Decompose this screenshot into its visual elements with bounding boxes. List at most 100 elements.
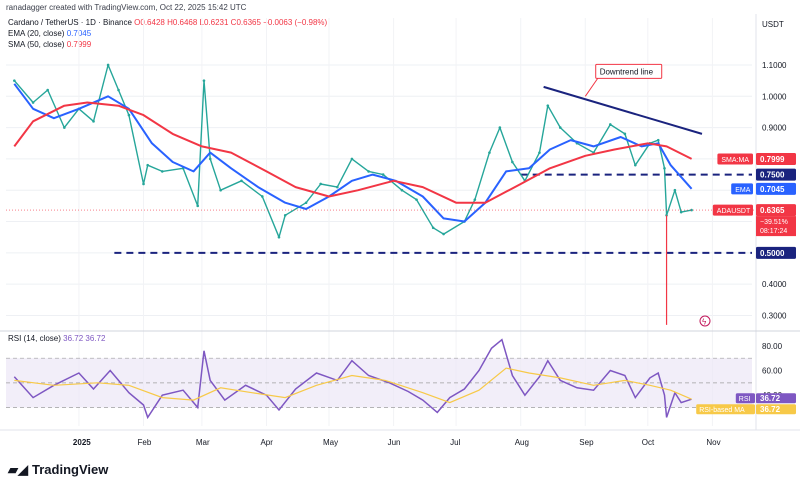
price-point	[277, 235, 281, 239]
ohlc-values: O0.6428 H0.6468 L0.6231 C0.6365 −0.0063 …	[134, 18, 328, 27]
chart-credit: ranadagger created with TradingView.com,…	[6, 3, 247, 12]
price-point	[160, 170, 164, 173]
time-tick-label: Oct	[642, 438, 655, 447]
price-point	[623, 132, 627, 136]
price-point	[117, 88, 120, 92]
rsi-tag-value: 36.72	[760, 394, 781, 403]
rsi-tag-name: RSI	[739, 396, 751, 403]
price-point	[283, 213, 287, 217]
price-point	[442, 232, 445, 236]
time-tick-label: Mar	[196, 438, 210, 447]
price-tag-value: 0.7999	[760, 155, 785, 164]
price-point	[146, 163, 149, 167]
price-point	[488, 151, 491, 154]
price-point	[208, 157, 212, 161]
tradingview-logo[interactable]: ▰◢ TradingView	[8, 462, 108, 478]
price-tick-label: 1.1000	[762, 61, 787, 70]
rsi-legend-value: 36.72	[63, 334, 84, 343]
tradingview-logo-icon: ▰◢	[8, 462, 28, 477]
price-point	[690, 208, 693, 212]
price-point	[336, 185, 339, 189]
rsi-ma-tag-name: RSI-based MA	[699, 407, 745, 414]
price-point	[142, 182, 145, 186]
price-point	[31, 101, 35, 104]
price-line	[13, 64, 692, 238]
support-levels	[114, 173, 752, 254]
price-point	[367, 170, 370, 173]
price-tag-value: 0.7045	[760, 185, 785, 194]
price-point	[240, 179, 243, 183]
currency-label[interactable]: USDT	[762, 20, 784, 29]
price-tag-extra-bg	[756, 216, 796, 237]
rsi-tag-value-bg	[756, 393, 796, 404]
price-tag: SMA:MA 0.7999	[717, 152, 796, 165]
price-point	[558, 126, 562, 129]
price-tick-label: 0.9000	[762, 124, 787, 133]
price-point	[498, 126, 502, 129]
countdown-label: 08:17:24	[760, 228, 787, 235]
brand-text: TradingView	[32, 462, 109, 477]
price-tick-label: 0.3000	[762, 311, 787, 320]
rsi-line	[13, 338, 692, 420]
time-tick-label: Nov	[706, 438, 720, 447]
price-tag-name-bg	[712, 204, 753, 216]
price-point	[196, 204, 200, 208]
price-point	[679, 210, 683, 214]
price-point	[319, 182, 322, 186]
price-tag-value-bg	[756, 246, 796, 259]
time-tick-label: Aug	[515, 438, 529, 447]
rsi-tick-label: 60.00	[762, 367, 783, 376]
price-tag-value: 0.7500	[760, 171, 785, 180]
price-point	[13, 79, 16, 82]
price-point	[634, 163, 637, 167]
price-tag-name: EMA	[735, 187, 751, 194]
series-lines: ϟ	[6, 63, 756, 327]
price-point	[202, 79, 206, 82]
downtrend-callout-box	[595, 63, 663, 79]
price-tag-name: SMA:MA	[721, 157, 749, 164]
rsi-legend-label: RSI (14, close)	[8, 334, 61, 343]
price-tags: SMA:MA 0.7999 0.7500 EMA 0.7045 ADAUSDT 0.6365…	[696, 152, 796, 415]
downtrend-callout-pointer	[584, 78, 599, 97]
price-tick-label: 1.0000	[762, 92, 787, 101]
price-tick-label: 0.4000	[762, 280, 787, 289]
price-tag-name-bg	[731, 183, 753, 195]
price-point	[546, 104, 550, 107]
ema-line	[13, 83, 693, 223]
time-tick-label: Feb	[138, 438, 152, 447]
price-point	[46, 88, 49, 92]
time-tick-label: 2025	[73, 438, 91, 447]
price-tag-name-bg	[717, 153, 753, 165]
price-tag-name: ADAUSDT	[717, 208, 751, 215]
price-tag: 0.5000	[756, 246, 796, 259]
sma-line	[13, 101, 693, 204]
time-axis: 2025 Feb Mar Apr May Jun Jul Aug Sep Oct Nov	[73, 438, 721, 447]
price-point	[609, 123, 612, 126]
rsi-ma-tag-bg	[696, 404, 755, 415]
price-point	[127, 113, 131, 117]
price-point	[63, 126, 66, 129]
sma-legend-label: SMA (50, close)	[8, 40, 65, 49]
lightning-icon-glyph: ϟ	[702, 318, 707, 327]
price-point	[92, 120, 95, 123]
price-tag-value-bg	[756, 204, 796, 217]
price-tag-value-bg	[756, 182, 796, 195]
downtrend-line-group: Downtrend line	[543, 63, 703, 135]
time-tick-label: Jul	[450, 438, 460, 447]
price-point	[656, 138, 660, 142]
price-point	[261, 195, 264, 198]
price-point	[350, 157, 354, 161]
price-point	[431, 226, 435, 230]
rsi-legend-ma-value: 36.72	[85, 334, 106, 343]
price-tag-value: 0.6365	[760, 206, 785, 215]
symbol-line[interactable]: Cardano / TetherUS · 1D · Binance	[8, 18, 132, 27]
lightning-icon	[699, 315, 711, 327]
rsi-legend[interactable]: RSI (14, close) 36.72 36.72	[8, 334, 105, 343]
price-point	[106, 63, 110, 67]
price-point	[415, 198, 418, 201]
time-tick-label: Apr	[260, 438, 273, 447]
rsi-ma-tag-value: 36.72	[760, 405, 781, 414]
price-tag: ADAUSDT 0.6365	[712, 204, 796, 217]
price-tag-value: 0.5000	[760, 249, 785, 258]
